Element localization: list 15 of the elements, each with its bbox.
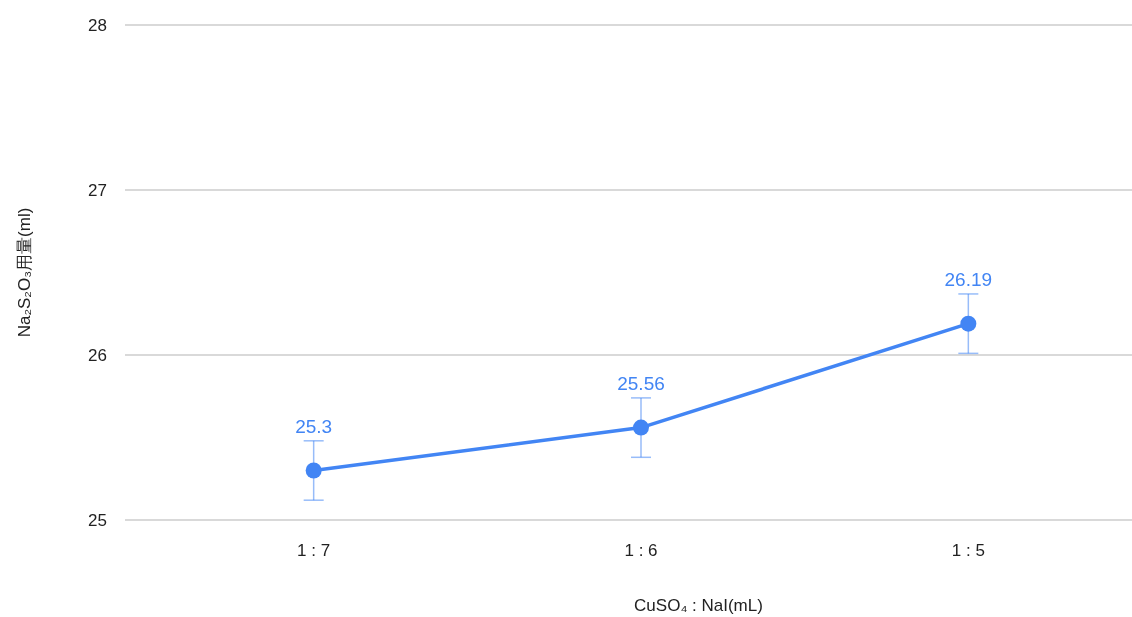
data-label: 26.19	[944, 268, 993, 290]
y-tick-label: 26	[88, 346, 107, 365]
data-label: 25.56	[617, 372, 665, 394]
point	[305, 462, 322, 479]
data-label: 25.3	[295, 415, 333, 437]
x-tick-label: 1 : 6	[624, 541, 658, 560]
y-tick-label: 28	[88, 16, 107, 35]
x-tick-label: 1 : 7	[297, 541, 331, 560]
y-tick-label: 27	[88, 181, 107, 200]
y-axis-title: Na₂S₂O₃用量(ml)	[15, 207, 34, 338]
point	[960, 315, 977, 332]
x-tick-label: 1 : 5	[951, 541, 985, 560]
x-axis-title: CuSO₄ : NaI(mL)	[634, 596, 763, 615]
y-tick-label: 25	[88, 511, 107, 530]
point	[633, 419, 649, 436]
